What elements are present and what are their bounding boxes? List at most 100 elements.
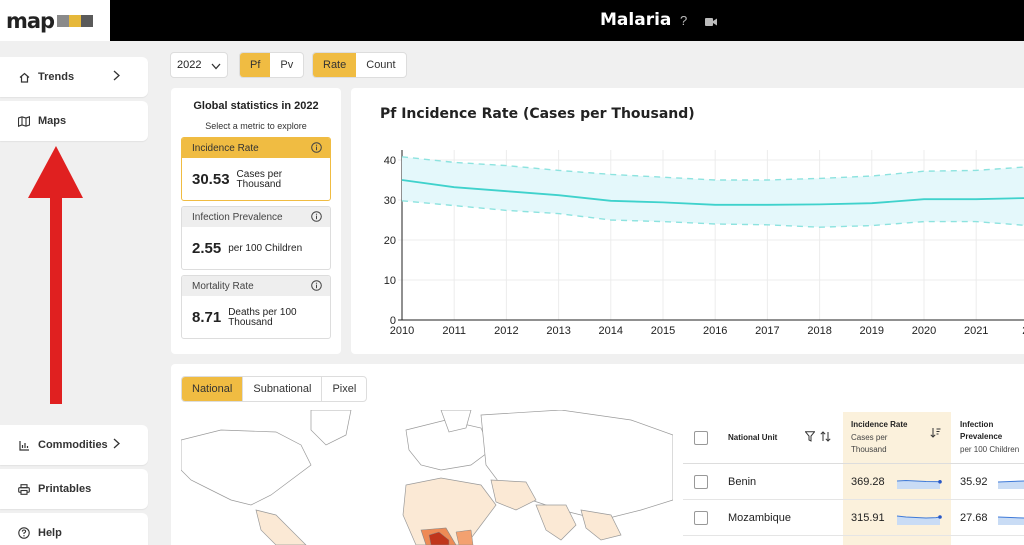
- y-tick-label: 30: [384, 195, 396, 207]
- home-icon: [18, 71, 30, 83]
- stats-title: Global statistics in 2022: [193, 100, 319, 112]
- col-national-unit[interactable]: National Unit: [728, 433, 778, 442]
- map-region-sahel-highest: [428, 531, 450, 545]
- page-title: Malaria: [600, 10, 672, 30]
- col-incidence-unit-line2: Thousand: [851, 445, 887, 454]
- x-tick-label: 2019: [860, 325, 884, 337]
- metric-unit: Deaths per 100 Thousand: [228, 306, 297, 328]
- level-national-button[interactable]: National: [182, 377, 244, 401]
- incidence-sparkline: [896, 515, 942, 525]
- map-icon: [18, 115, 30, 127]
- species-pf-button[interactable]: Pf: [240, 53, 271, 77]
- uncertainty-band: [402, 156, 1024, 228]
- chevron-down-icon: [211, 61, 221, 73]
- x-tick-label: 2015: [651, 325, 675, 337]
- sidebar-item-printables[interactable]: Printables: [0, 469, 148, 509]
- sidebar-item-label: Commodities: [38, 439, 108, 451]
- col-prevalence-unit: per 100 Children: [960, 445, 1020, 454]
- year-select[interactable]: 2022: [170, 52, 228, 78]
- metric-value: 30.53: [192, 171, 230, 188]
- help-icon: [18, 527, 30, 539]
- x-tick-label: 2014: [599, 325, 623, 337]
- metric-unit: per 100 Children: [228, 242, 303, 254]
- map-region-middle-east: [490, 479, 537, 511]
- map-region-scandinavia: [440, 410, 472, 433]
- logo-tiles-icon: [57, 14, 94, 27]
- col-infection-prevalence-line1[interactable]: Infection: [960, 420, 994, 429]
- bar-chart-icon: [18, 439, 30, 451]
- global-stats-panel: Global statistics in 2022 Select a metri…: [171, 88, 341, 354]
- chart-title: Pf Incidence Rate (Cases per Thousand): [380, 106, 695, 122]
- metric-card-incidence[interactable]: Incidence Rate 30.53 Cases per Thousand: [181, 137, 331, 201]
- table-header: National Unit Incidence Rate Cases per T…: [683, 412, 1024, 464]
- sort-descending-icon[interactable]: [930, 427, 941, 440]
- y-tick-label: 0: [390, 315, 396, 327]
- sidebar-item-commodities[interactable]: Commodities: [0, 425, 148, 465]
- admin-level-toggle: National Subnational Pixel: [181, 376, 368, 402]
- sidebar-item-help[interactable]: Help: [0, 513, 148, 545]
- table-row[interactable]: Benin 369.28 35.92: [683, 464, 1024, 500]
- upper-bound-line: [401, 156, 1024, 181]
- map-logo[interactable]: map: [0, 0, 110, 41]
- incidence-sparkline: [896, 479, 942, 489]
- map-region-east-africa-high: [455, 529, 474, 545]
- trend-chart-panel: Pf Incidence Rate (Cases per Thousand) 0…: [351, 88, 1024, 354]
- national-units-table: National Unit Incidence Rate Cases per T…: [683, 412, 1024, 545]
- species-pv-button[interactable]: Pv: [280, 59, 294, 71]
- metric-name: Incidence Rate: [192, 142, 259, 154]
- x-tick-label: 2020: [912, 325, 936, 337]
- col-infection-prevalence-line2[interactable]: Prevalence: [960, 432, 1003, 441]
- sidebar-item-maps[interactable]: Maps: [0, 101, 148, 141]
- y-tick-label: 40: [384, 155, 396, 167]
- select-all-checkbox[interactable]: [694, 431, 708, 445]
- measure-count-button[interactable]: Count: [366, 59, 396, 71]
- metric-card-mortality[interactable]: Mortality Rate 8.71 Deaths per 100 Thous…: [181, 275, 331, 339]
- row-incidence-value: 315.91: [851, 512, 885, 524]
- map-region-southeast-asia: [580, 509, 622, 541]
- map-table-panel: National Subnational Pixel: [171, 364, 1024, 545]
- col-incidence-rate[interactable]: Incidence Rate: [851, 420, 908, 429]
- sidebar-item-label: Help: [38, 527, 62, 539]
- year-value: 2022: [177, 59, 202, 71]
- measure-rate-button[interactable]: Rate: [313, 53, 357, 77]
- video-camera-icon[interactable]: [705, 14, 717, 32]
- table-row[interactable]: Mozambique 315.91 27.68: [683, 500, 1024, 536]
- x-tick-label: 20: [1022, 325, 1024, 337]
- row-checkbox[interactable]: [694, 511, 708, 525]
- col-incidence-unit-line1: Cases per: [851, 433, 888, 442]
- metric-unit: Cases per Thousand: [236, 168, 283, 190]
- x-tick-label: 2017: [755, 325, 779, 337]
- metric-value: 8.71: [192, 309, 222, 326]
- metric-name: Infection Prevalence: [192, 211, 283, 223]
- map-region-greenland: [310, 410, 352, 446]
- level-pixel-button[interactable]: Pixel: [332, 383, 357, 395]
- info-icon[interactable]: [311, 142, 322, 156]
- row-incidence-value: 369.28: [851, 476, 885, 488]
- x-tick-label: 2018: [807, 325, 831, 337]
- trend-chart: 0 10 20 30 40 2010 2011 2012 2013 2014 2015 2016 201…: [384, 150, 1024, 337]
- x-tick-label: 2012: [494, 325, 518, 337]
- logo-text: map: [6, 8, 55, 33]
- map-region-north-america: [181, 429, 312, 506]
- world-map[interactable]: [181, 410, 673, 545]
- sidebar-item-trends[interactable]: Trends: [0, 57, 148, 97]
- help-question-icon[interactable]: ?: [680, 13, 688, 28]
- filter-icon[interactable]: [804, 431, 816, 444]
- y-tick-label: 10: [384, 275, 396, 287]
- x-tick-label: 2010: [390, 325, 414, 337]
- metric-name: Mortality Rate: [192, 280, 254, 292]
- row-checkbox[interactable]: [694, 475, 708, 489]
- top-header: map Malaria ?: [0, 0, 1024, 41]
- row-prevalence-value: 35.92: [960, 476, 988, 488]
- chevron-right-icon: [113, 438, 120, 452]
- map-region-central-america: [255, 509, 307, 545]
- metric-card-prevalence[interactable]: Infection Prevalence 2.55 per 100 Childr…: [181, 206, 331, 270]
- info-icon[interactable]: [311, 280, 322, 294]
- sort-icon[interactable]: [820, 431, 831, 444]
- level-subnational-button[interactable]: Subnational: [243, 377, 323, 401]
- row-prevalence-value: 27.68: [960, 512, 988, 524]
- x-tick-label: 2021: [964, 325, 988, 337]
- x-tick-label: 2011: [442, 325, 466, 337]
- red-arrow-annotation: [28, 146, 84, 411]
- info-icon[interactable]: [311, 211, 322, 225]
